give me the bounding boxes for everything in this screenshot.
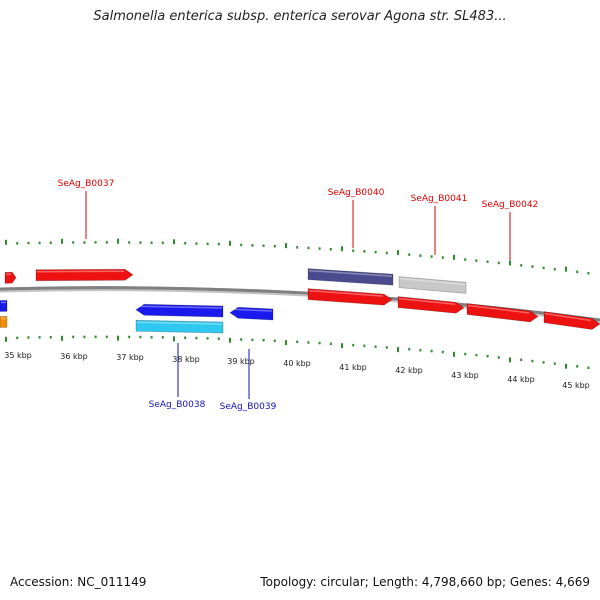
outer-tick-marks bbox=[5, 238, 590, 275]
kbp-label-38: 38 kbp bbox=[172, 355, 200, 364]
gene-forward-red-right[interactable] bbox=[543, 311, 600, 330]
gene-forward-red-a-highlight bbox=[308, 289, 384, 297]
gene-label-seag-b0040[interactable]: SeAg_B0040 bbox=[328, 188, 385, 198]
gene-label-leaders bbox=[85, 191, 511, 399]
genome-stats-text: Topology: circular; Length: 4,798,660 bp… bbox=[260, 575, 590, 589]
gene-seag-b0041-gray-highlight bbox=[399, 277, 466, 286]
gene-forward-red-b-highlight bbox=[398, 297, 456, 305]
gene-seag-b0038-cyan-highlight bbox=[136, 321, 223, 325]
kbp-label-39: 39 kbp bbox=[227, 357, 255, 366]
gene-seag-b0037[interactable] bbox=[35, 268, 134, 282]
inner-tick-marks bbox=[5, 335, 590, 369]
gene-seag-b0040-purple-highlight bbox=[308, 269, 393, 277]
accession-text: Accession: NC_011149 bbox=[10, 575, 147, 589]
gene-reverse-blue-left[interactable] bbox=[0, 299, 8, 312]
kbp-label-44: 44 kbp bbox=[507, 375, 535, 384]
gene-label-seag-b0041[interactable]: SeAg_B0041 bbox=[411, 194, 468, 204]
gene-seag-b0038-highlight bbox=[136, 305, 223, 309]
gene-forward-partial-left[interactable] bbox=[4, 271, 17, 284]
gene-seag-b0042[interactable] bbox=[466, 303, 539, 323]
gene-reverse-orange-left[interactable] bbox=[0, 315, 8, 328]
gene-forward-red-right-highlight bbox=[544, 312, 592, 322]
gene-seag-b0038[interactable] bbox=[135, 303, 224, 318]
gene-seag-b0042-highlight bbox=[467, 304, 530, 314]
kbp-label-42: 42 kbp bbox=[395, 366, 423, 375]
kbp-label-45: 45 kbp bbox=[562, 381, 590, 390]
organism-title: Salmonella enterica subsp. enterica sero… bbox=[93, 9, 507, 24]
kbp-label-35: 35 kbp bbox=[4, 351, 32, 360]
gene-label-seag-b0039[interactable]: SeAg_B0039 bbox=[220, 402, 277, 412]
gene-forward-red-b[interactable] bbox=[397, 296, 465, 314]
kbp-label-41: 41 kbp bbox=[339, 363, 367, 372]
gene-seag-b0041-gray[interactable] bbox=[398, 276, 467, 294]
gene-seag-b0039-highlight bbox=[230, 308, 273, 312]
kbp-label-40: 40 kbp bbox=[283, 359, 311, 368]
gene-seag-b0039[interactable] bbox=[229, 306, 274, 321]
gene-label-seag-b0037[interactable]: SeAg_B0037 bbox=[58, 179, 115, 189]
gene-label-seag-b0038[interactable]: SeAg_B0038 bbox=[149, 400, 206, 410]
kbp-label-37: 37 kbp bbox=[116, 353, 144, 362]
gene-forward-red-a[interactable] bbox=[307, 288, 393, 306]
gene-seag-b0038-cyan[interactable] bbox=[135, 319, 224, 334]
kbp-label-43: 43 kbp bbox=[451, 371, 479, 380]
gene-features bbox=[0, 268, 600, 334]
kbp-label-36: 36 kbp bbox=[60, 352, 88, 361]
gene-label-seag-b0042[interactable]: SeAg_B0042 bbox=[482, 200, 539, 210]
gene-seag-b0040-purple[interactable] bbox=[307, 268, 394, 286]
